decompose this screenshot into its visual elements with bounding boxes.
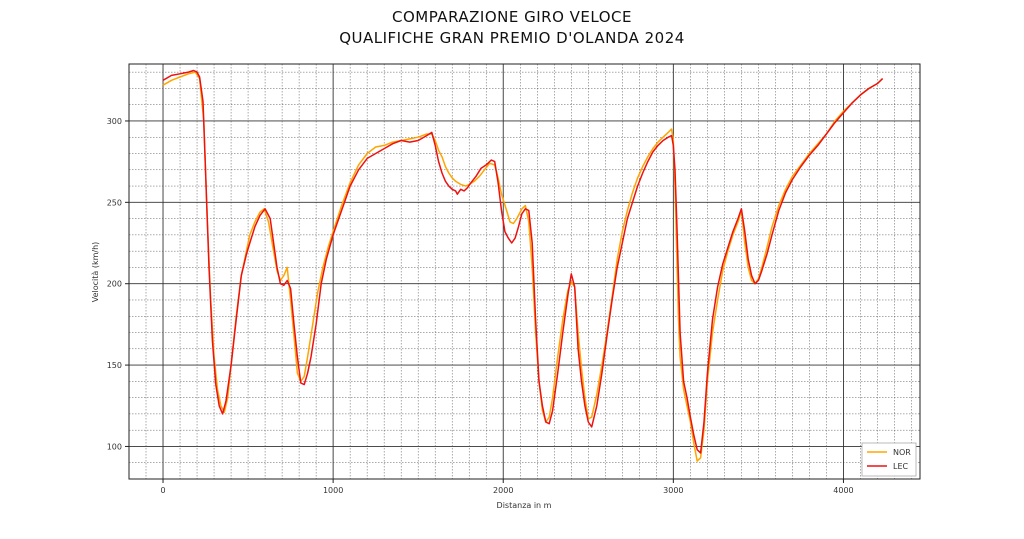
y-tick-label: 100: [107, 442, 122, 451]
series-line-nor: [162, 71, 884, 462]
y-tick-label: 200: [107, 280, 122, 289]
y-tick-label: 250: [107, 198, 122, 207]
legend-box: [861, 442, 917, 477]
major-grid: [129, 64, 920, 479]
chart-subtitle: QUALIFICHE GRAN PREMIO D'OLANDA 2024: [339, 29, 685, 47]
x-axis-ticks: 0 1000 2000 3000 4000: [160, 479, 854, 495]
legend: NOR LEC: [861, 442, 917, 477]
x-tick-label: 0: [160, 486, 165, 495]
y-axis-label: Velocità (km/h): [91, 242, 100, 303]
y-tick-label: 150: [107, 361, 122, 370]
x-tick-label: 4000: [833, 486, 853, 495]
x-axis-label: Distanza in m: [497, 501, 552, 510]
y-tick-label: 300: [107, 117, 122, 126]
legend-label-lec: LEC: [893, 462, 909, 471]
series-line-lec: [162, 69, 884, 454]
chart-title: COMPARAZIONE GIRO VELOCE: [392, 8, 632, 26]
x-tick-label: 1000: [323, 486, 343, 495]
series-lines: [162, 69, 884, 462]
x-tick-label: 3000: [663, 486, 683, 495]
x-tick-label: 2000: [493, 486, 513, 495]
y-axis-ticks: 100 150 200 250 300: [107, 117, 129, 451]
plot-frame: [128, 63, 921, 480]
minor-grid: [128, 64, 920, 480]
legend-label-nor: NOR: [893, 448, 911, 457]
